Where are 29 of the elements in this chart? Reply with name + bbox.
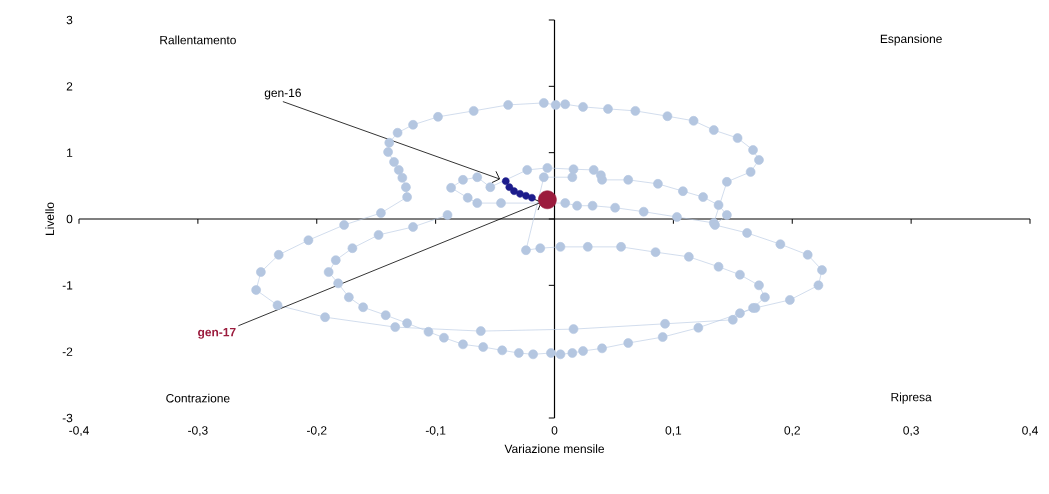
y-tick-label: 2 — [66, 82, 73, 91]
point — [528, 193, 536, 202]
annotation: Ripresa — [891, 392, 932, 404]
annotation: gen-16 — [264, 88, 301, 100]
x-tick-label: -0,4 — [69, 426, 89, 437]
annotation: Espansione — [880, 34, 942, 46]
annotation: gen-17 — [198, 328, 236, 339]
point — [538, 190, 557, 210]
annotation: Rallentamento — [160, 35, 236, 45]
y-axis-title: Livello — [45, 202, 55, 235]
point — [505, 183, 514, 191]
y-tick-label: 0 — [66, 214, 73, 224]
y-tick-label: -1 — [62, 281, 73, 290]
x-axis-title: Variazione mensile — [504, 444, 604, 453]
x-tick-label: 0,1 — [665, 426, 682, 437]
x-tick-label: -0,2 — [306, 426, 327, 437]
point — [501, 177, 510, 185]
x-tick-label: 0,4 — [1022, 426, 1038, 437]
y-tick-label: 1 — [67, 148, 73, 157]
x-tick-label: -0,1 — [425, 426, 446, 437]
y-tick-label: -3 — [62, 413, 73, 423]
y-tick-label: -2 — [62, 347, 73, 356]
x-tick-label: -0,3 — [188, 426, 208, 437]
y-tick-label: 3 — [66, 15, 73, 25]
point — [510, 187, 518, 195]
x-tick-label: 0,2 — [784, 426, 800, 437]
x-tick-label: 0 — [551, 426, 558, 435]
annotation: Contrazione — [166, 393, 230, 403]
x-tick-label: 0,3 — [903, 426, 919, 437]
